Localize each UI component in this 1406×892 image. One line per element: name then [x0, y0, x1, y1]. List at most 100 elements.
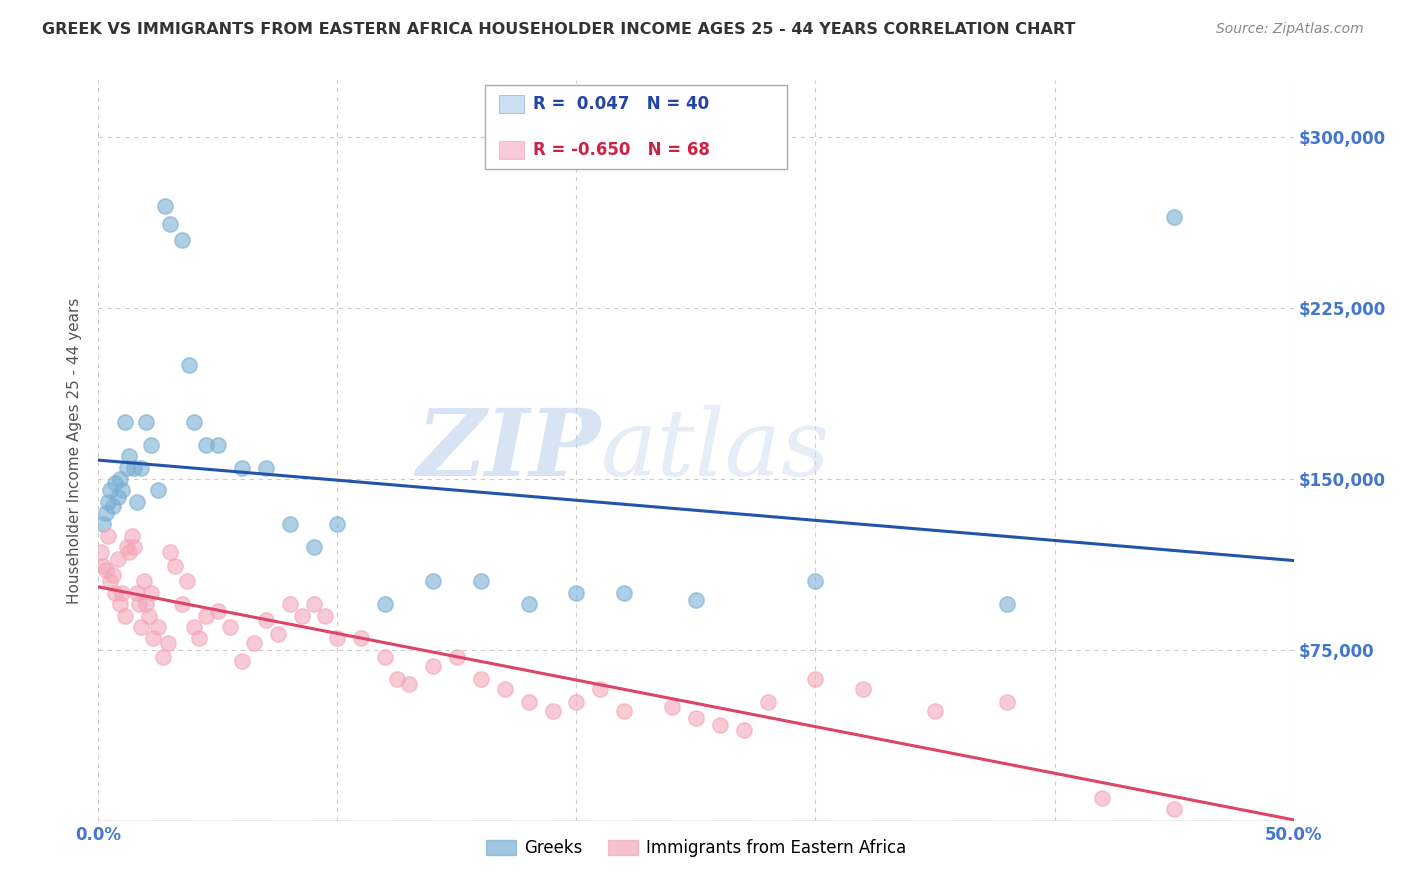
Point: [385, 673, 409, 687]
Point: [101, 500, 124, 514]
Point: [139, 438, 162, 452]
Point: [1091, 790, 1114, 805]
Point: [565, 695, 588, 709]
Point: [187, 632, 209, 646]
Point: [104, 476, 127, 491]
Point: [804, 574, 827, 589]
Point: [131, 620, 153, 634]
Point: [159, 217, 181, 231]
Point: [115, 541, 138, 555]
Point: [733, 723, 755, 737]
Point: [131, 460, 153, 475]
Point: [163, 558, 186, 573]
Legend: Greeks, Immigrants from Eastern Africa: Greeks, Immigrants from Eastern Africa: [479, 833, 912, 864]
Point: [565, 586, 588, 600]
Point: [125, 494, 148, 508]
Text: R =  0.047   N = 40: R = 0.047 N = 40: [533, 95, 709, 113]
Point: [852, 681, 875, 696]
Point: [104, 586, 127, 600]
Text: atlas: atlas: [600, 406, 830, 495]
Point: [115, 460, 138, 475]
Point: [589, 681, 612, 696]
Point: [1163, 210, 1185, 224]
Point: [278, 517, 301, 532]
Point: [278, 597, 301, 611]
Point: [121, 529, 143, 543]
Point: [398, 677, 420, 691]
Point: [231, 460, 253, 475]
Point: [517, 597, 540, 611]
Point: [254, 613, 277, 627]
Point: [176, 574, 198, 589]
Point: [709, 718, 731, 732]
Point: [94, 563, 117, 577]
Point: [155, 198, 177, 212]
Point: [142, 632, 165, 646]
Point: [302, 541, 325, 555]
Point: [195, 608, 218, 623]
Text: GREEK VS IMMIGRANTS FROM EASTERN AFRICA HOUSEHOLDER INCOME AGES 25 - 44 YEARS CO: GREEK VS IMMIGRANTS FROM EASTERN AFRICA …: [42, 22, 1076, 37]
Point: [685, 711, 707, 725]
Point: [159, 545, 181, 559]
Point: [470, 673, 492, 687]
Point: [107, 490, 129, 504]
Point: [135, 597, 157, 611]
Point: [148, 483, 170, 498]
Point: [114, 415, 136, 429]
Point: [152, 649, 174, 664]
Point: [111, 483, 134, 498]
Point: [172, 597, 194, 611]
Point: [148, 620, 170, 634]
Point: [139, 586, 162, 600]
Point: [804, 673, 827, 687]
Point: [541, 704, 564, 718]
Point: [494, 681, 516, 696]
Point: [98, 483, 122, 498]
Point: [118, 545, 141, 559]
Point: [183, 415, 205, 429]
Point: [924, 704, 946, 718]
Point: [302, 597, 325, 611]
Point: [374, 649, 396, 664]
Point: [243, 636, 266, 650]
Point: [124, 460, 146, 475]
Text: Source: ZipAtlas.com: Source: ZipAtlas.com: [1216, 22, 1364, 37]
Point: [350, 632, 373, 646]
Point: [108, 597, 131, 611]
Point: [135, 415, 157, 429]
Point: [291, 608, 314, 623]
Point: [613, 586, 636, 600]
Point: [613, 704, 636, 718]
Point: [254, 460, 277, 475]
Point: [315, 608, 337, 623]
Y-axis label: Householder Income Ages 25 - 44 years: Householder Income Ages 25 - 44 years: [67, 297, 83, 604]
Point: [995, 695, 1018, 709]
Point: [179, 358, 201, 372]
Point: [101, 567, 124, 582]
Point: [91, 558, 114, 573]
Point: [267, 627, 290, 641]
Point: [125, 586, 148, 600]
Point: [517, 695, 540, 709]
Point: [231, 654, 253, 668]
Point: [470, 574, 492, 589]
Point: [128, 597, 150, 611]
Point: [195, 438, 218, 452]
Point: [172, 233, 194, 247]
Point: [1163, 802, 1185, 816]
Point: [219, 620, 242, 634]
Point: [374, 597, 396, 611]
Point: [124, 541, 146, 555]
Text: R = -0.650   N = 68: R = -0.650 N = 68: [533, 141, 710, 159]
Point: [207, 438, 229, 452]
Point: [685, 592, 707, 607]
Point: [108, 472, 131, 486]
Point: [756, 695, 779, 709]
Point: [132, 574, 155, 589]
Point: [91, 517, 114, 532]
Point: [422, 574, 444, 589]
Point: [326, 517, 349, 532]
Point: [207, 604, 229, 618]
Text: ZIP: ZIP: [416, 406, 600, 495]
Point: [97, 529, 120, 543]
